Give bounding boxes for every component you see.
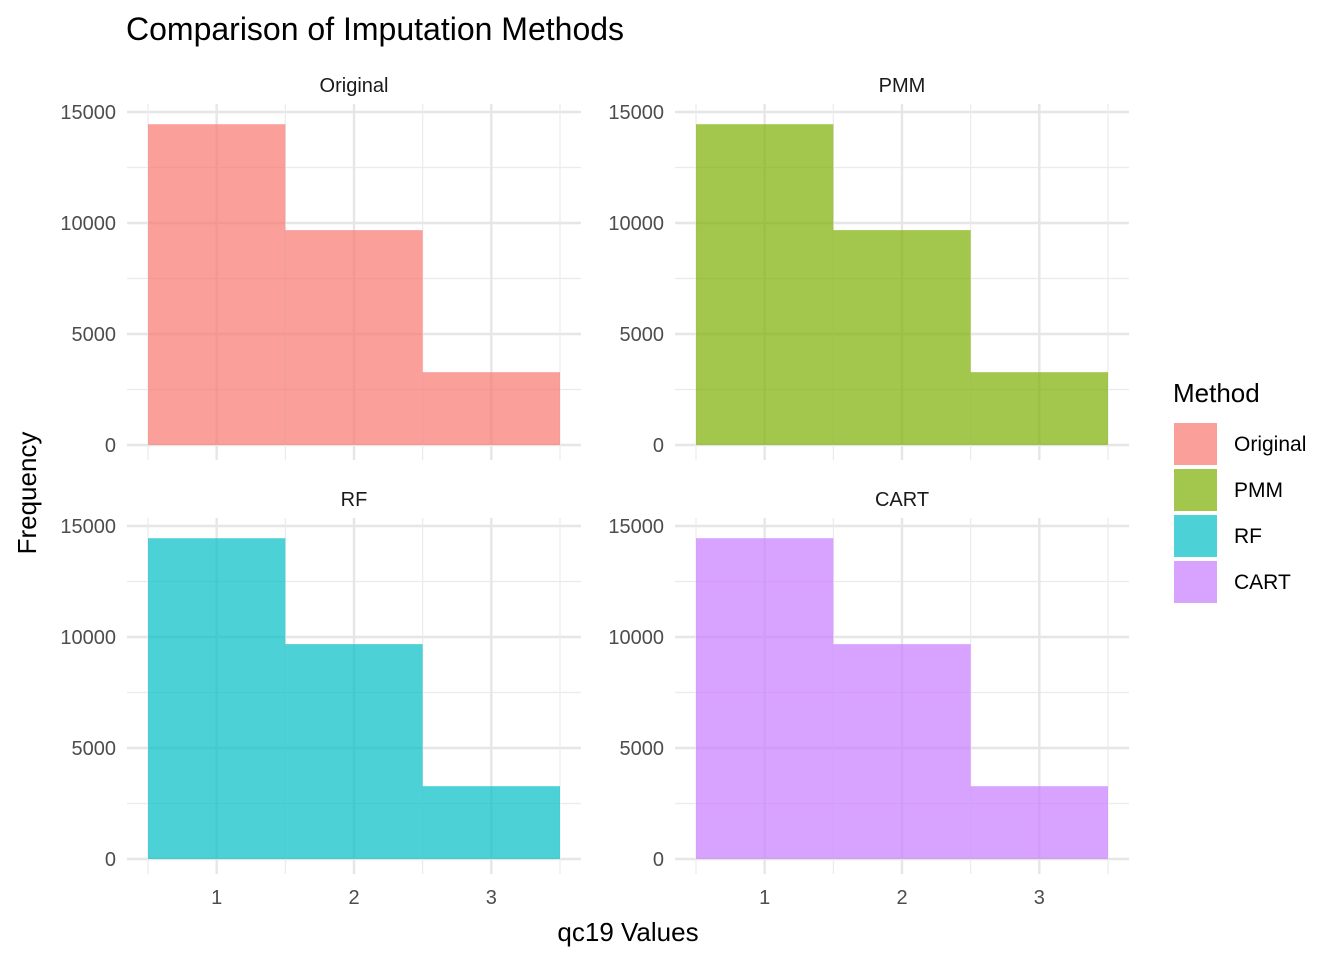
legend-key-label: CART bbox=[1234, 571, 1291, 594]
facet-panel-rf: RF 0 5000 10000 15000 1 2 3 bbox=[60, 489, 581, 909]
histogram-bar bbox=[148, 124, 286, 446]
x-tick-label: 1 bbox=[759, 887, 770, 909]
y-tick-label: 0 bbox=[653, 435, 664, 457]
facet-panel-pmm: PMM 0 5000 10000 15000 bbox=[608, 75, 1129, 460]
facet-panel-cart: CART 0 5000 10000 15000 1 2 3 bbox=[608, 489, 1129, 909]
legend-key-label: RF bbox=[1234, 525, 1262, 548]
legend-key-swatch bbox=[1174, 469, 1217, 511]
histogram-bar bbox=[285, 230, 423, 445]
panel-strip-label: CART bbox=[875, 489, 929, 511]
y-tick-label: 15000 bbox=[60, 516, 116, 538]
histogram-bar bbox=[696, 124, 834, 446]
legend-item-pmm: PMM bbox=[1174, 469, 1283, 511]
y-tick-label: 5000 bbox=[72, 738, 117, 760]
facet-panels: Original050001000015000PMM05000100001500… bbox=[60, 75, 1129, 909]
y-tick-label: 5000 bbox=[72, 324, 117, 346]
histogram-bar bbox=[148, 538, 286, 859]
y-tick-label: 10000 bbox=[60, 213, 116, 235]
histogram-bar bbox=[833, 644, 971, 859]
histogram-bar bbox=[696, 538, 834, 859]
legend-item-original: Original bbox=[1174, 423, 1306, 465]
legend: Method Original PMM RF CART bbox=[1173, 378, 1306, 603]
legend-title: Method bbox=[1173, 378, 1260, 408]
y-tick-label: 0 bbox=[653, 849, 664, 871]
panel-strip-label: Original bbox=[320, 75, 389, 97]
y-tick-label: 10000 bbox=[60, 627, 116, 649]
x-tick-label: 3 bbox=[486, 887, 497, 909]
legend-key-swatch bbox=[1174, 423, 1217, 465]
x-axis-title: qc19 Values bbox=[557, 917, 698, 947]
y-tick-label: 10000 bbox=[608, 213, 664, 235]
facet-panel-original: Original 0 5000 10000 15000 bbox=[60, 75, 581, 460]
panel-strip-label: RF bbox=[341, 489, 368, 511]
legend-key-swatch bbox=[1174, 515, 1217, 557]
chart-title: Comparison of Imputation Methods bbox=[126, 11, 624, 47]
y-tick-label: 0 bbox=[105, 435, 116, 457]
x-tick-label: 2 bbox=[348, 887, 359, 909]
y-tick-label: 15000 bbox=[608, 102, 664, 124]
y-tick-label: 15000 bbox=[60, 102, 116, 124]
legend-key-swatch bbox=[1174, 561, 1217, 603]
x-tick-label: 1 bbox=[211, 887, 222, 909]
x-tick-label: 2 bbox=[896, 887, 907, 909]
histogram-bar bbox=[970, 786, 1108, 859]
panel-strip-label: PMM bbox=[879, 75, 926, 97]
legend-item-cart: CART bbox=[1174, 561, 1291, 603]
histogram-bar bbox=[833, 230, 971, 445]
y-tick-label: 10000 bbox=[608, 627, 664, 649]
y-tick-label: 0 bbox=[105, 849, 116, 871]
y-tick-label: 5000 bbox=[620, 324, 665, 346]
histogram-bar bbox=[422, 786, 560, 859]
histogram-bar bbox=[970, 372, 1108, 445]
histogram-bar bbox=[422, 372, 560, 445]
y-tick-label: 15000 bbox=[608, 516, 664, 538]
legend-item-rf: RF bbox=[1174, 515, 1262, 557]
y-tick-label: 5000 bbox=[620, 738, 665, 760]
histogram-bar bbox=[285, 644, 423, 859]
x-tick-label: 3 bbox=[1034, 887, 1045, 909]
y-axis-title: Frequency bbox=[12, 432, 42, 555]
legend-key-label: Original bbox=[1234, 433, 1306, 456]
legend-key-label: PMM bbox=[1234, 479, 1283, 502]
